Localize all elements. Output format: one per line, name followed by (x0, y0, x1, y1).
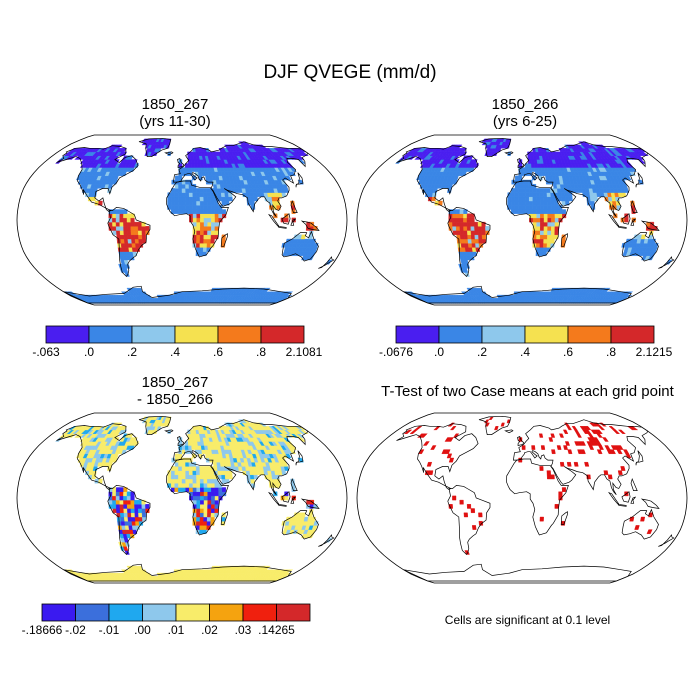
colorbar-tick-label: .14265 (258, 623, 295, 637)
colorbar-swatch (209, 603, 244, 622)
colorbar-swatch (108, 603, 143, 622)
coastline-australia (281, 230, 319, 262)
coastline-north_america (56, 145, 139, 213)
colorbar-swatch (175, 603, 210, 622)
map-cell (98, 200, 103, 206)
map-field (394, 138, 673, 304)
coastline-java (277, 225, 287, 229)
coastline-madagascar (220, 233, 228, 247)
panel3-title-line2: - 1850_266 (137, 391, 213, 408)
map-cell (640, 234, 646, 240)
colorbar-tick-label: .8 (605, 345, 617, 359)
panel1-title-line1: 1850_267 (141, 96, 209, 113)
map-cell (558, 204, 563, 210)
coastline-borneo (281, 213, 291, 225)
coastline-new_zealand (318, 256, 335, 269)
coastline-japan (295, 172, 304, 188)
colorbar-tick-label: -.18666 (21, 623, 63, 637)
colorbar-swatch (75, 603, 110, 622)
panel2-title-line1: 1850_266 (491, 96, 559, 113)
colorbar-tick-label: -.02 (65, 623, 86, 637)
colorbar-swatch (41, 603, 76, 622)
coastline-eurasia (172, 141, 308, 218)
colorbar-swatch (242, 603, 277, 622)
figure-title: DJF QVEGE (mm/d) (263, 62, 437, 83)
panel4-title: T-Test of two Case means at each grid po… (381, 383, 674, 400)
map-cell (438, 200, 443, 206)
colorbar-tick-label: .03 (234, 623, 252, 637)
map-cell (623, 291, 634, 296)
coastline-africa (166, 180, 229, 258)
colorbar-tick-label: .4 (519, 345, 531, 359)
panel1-title: 1850_267 (yrs 11-30) (60, 96, 290, 130)
coastline-sumatra (268, 213, 280, 227)
colorbar-swatch (142, 603, 177, 622)
map-cell (300, 234, 306, 240)
colorbar-tick-label: .00 (134, 623, 151, 637)
colorbar-tick-label: -.01 (98, 623, 120, 637)
map-cell (603, 287, 611, 292)
significance-note: Cells are significant at 0.1 level (444, 613, 611, 627)
panel3-title-line1: 1850_267 (141, 374, 209, 391)
map-border (16, 134, 348, 306)
coastline-iceland (164, 151, 174, 156)
panel3-title: 1850_267 - 1850_266 (60, 374, 290, 408)
colorbar-tick-label: .6 (562, 345, 574, 359)
panel2-title-line2: (yrs 6-25) (492, 113, 558, 130)
panel2-title: 1850_266 (yrs 6-25) (410, 96, 640, 130)
colorbar-swatch (276, 603, 311, 622)
map-cell (192, 183, 197, 189)
colorbar-2-labels: -.0676 .0 .2 .4 .6 .8 2.1215 (0, 345, 700, 361)
colorbar-tick-label: .2 (476, 345, 488, 359)
coastline-greenland (138, 137, 172, 157)
colorbar-tick-label: -.0676 (378, 345, 414, 359)
map-field (54, 138, 333, 304)
colorbar-tick-label: .02 (201, 623, 218, 637)
coastline-south_america (107, 207, 151, 278)
map-cell (218, 204, 223, 210)
colorbar-tick-label: .01 (167, 623, 185, 637)
map-cell (263, 287, 271, 292)
coastlines (56, 137, 335, 304)
colorbar-tick-label: 2.1215 (635, 345, 673, 359)
coastline-uk (177, 158, 185, 168)
coastline-antarctica (63, 285, 292, 304)
panel1-title-line2: (yrs 11-30) (139, 113, 211, 130)
colorbar-tick-label: .0 (433, 345, 445, 359)
map-cell (113, 159, 120, 164)
coastline-sulawesi (290, 218, 296, 226)
map-cell (283, 291, 294, 296)
coastline-new_guinea (300, 220, 320, 231)
coastline-philippines (290, 199, 298, 213)
